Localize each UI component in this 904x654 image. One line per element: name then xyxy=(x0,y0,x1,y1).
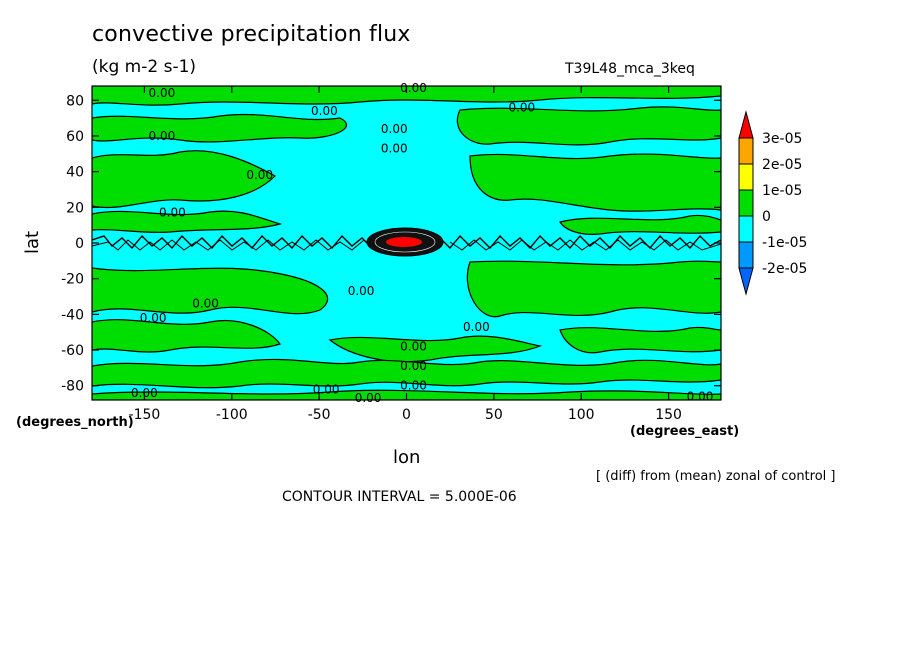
x-tick-label: 0 xyxy=(402,407,411,423)
difference-note: [ (diff) from (mean) zonal of control ] xyxy=(596,469,836,484)
contour-labels: 0.00 0.00 0.00 0.00 0.00 0.00 0.00 0.00 0.00 0.00… xyxy=(131,81,713,405)
contour-label: 0.00 xyxy=(140,311,167,325)
north-band-60 xyxy=(92,113,348,143)
contour-label: 0.00 xyxy=(400,359,427,373)
legend-swatch xyxy=(738,189,754,217)
y-tick-label: -80 xyxy=(61,379,84,395)
legend-label: 2e-05 xyxy=(762,157,802,173)
north-band-60-east xyxy=(456,106,721,146)
contour-label: 0.00 xyxy=(400,379,427,393)
contour-label: 0.00 xyxy=(311,104,338,118)
x-tick-label: -50 xyxy=(308,407,331,423)
positive-regions xyxy=(92,86,721,400)
x-axis-label: lon xyxy=(393,447,421,468)
legend-label: -2e-05 xyxy=(762,261,807,277)
legend-label: 0 xyxy=(762,209,771,225)
x-tick-label: 100 xyxy=(568,407,595,423)
chart-title: convective precipitation flux xyxy=(92,22,411,47)
contour-label: 0.00 xyxy=(508,100,535,114)
contour-label: 0.00 xyxy=(400,81,427,95)
x-tick-label: 150 xyxy=(655,407,682,423)
legend-label: 3e-05 xyxy=(762,131,802,147)
legend-label: 1e-05 xyxy=(762,183,802,199)
north-subtropic-east xyxy=(559,214,721,235)
x-tick-label: -100 xyxy=(216,407,248,423)
equatorial-contour-band-2 xyxy=(92,239,721,251)
positive-core-contour xyxy=(374,231,436,253)
contour-label: 0.00 xyxy=(131,386,158,400)
south-tropic-west xyxy=(92,267,329,315)
legend-swatch xyxy=(738,267,754,296)
north-midlat-west xyxy=(92,150,276,209)
y-tick-label: -60 xyxy=(61,343,84,359)
x-axis: -150 -100 -50 0 50 100 150 xyxy=(129,86,682,423)
contour-label: 0.00 xyxy=(400,339,427,353)
y-tick-label: 40 xyxy=(66,165,84,181)
contour-label: 0.00 xyxy=(246,168,273,182)
contour-label: 0.00 xyxy=(159,206,186,220)
legend-swatch xyxy=(738,163,754,191)
contour-interval: CONTOUR INTERVAL = 5.000E-06 xyxy=(282,489,517,505)
chart-units: (kg m-2 s-1) xyxy=(92,57,197,77)
y-tick-label: 80 xyxy=(66,93,84,109)
contour-label: 0.00 xyxy=(463,320,490,334)
y-axis: -80 -60 -40 -20 0 20 40 60 80 xyxy=(61,93,721,395)
run-label: T39L48_mca_3keq xyxy=(565,61,695,77)
y-tick-label: -40 xyxy=(61,307,84,323)
north-polar-band xyxy=(92,86,721,106)
x-tick-label: -150 xyxy=(129,407,161,423)
contour-label: 0.00 xyxy=(348,284,375,298)
south-midlat-east xyxy=(559,326,721,354)
legend-swatch xyxy=(738,110,754,139)
y-tick-label: 60 xyxy=(66,129,84,145)
y-tick-label: 0 xyxy=(75,236,84,252)
south-midlat-west xyxy=(92,319,281,353)
y-tick-label: -20 xyxy=(61,272,84,288)
contour-label: 0.00 xyxy=(381,122,408,136)
legend-label: -1e-05 xyxy=(762,235,807,251)
south-tropic-east xyxy=(466,260,721,318)
contour-label: 0.00 xyxy=(313,382,340,396)
contour-label: 0.00 xyxy=(192,297,219,311)
y-tick-label: 20 xyxy=(66,200,84,216)
contour-label: 0.00 xyxy=(149,129,176,143)
contour-label: 0.00 xyxy=(355,391,382,405)
color-bar: 3e-05 2e-05 1e-05 0 -1e-05 -2e-05 xyxy=(738,110,807,296)
x-tick-label: 50 xyxy=(485,407,503,423)
legend-swatch xyxy=(738,215,754,243)
plot-area xyxy=(92,86,721,400)
north-subtropic-west xyxy=(92,210,283,233)
positive-core-peak xyxy=(386,237,422,247)
x-axis-units: (degrees_east) xyxy=(630,424,740,439)
legend-swatch xyxy=(738,137,754,165)
equatorial-contour-band xyxy=(92,234,721,250)
north-midlat-east xyxy=(469,153,721,212)
y-axis-units: (degrees_north) xyxy=(16,415,134,430)
y-axis-label: lat xyxy=(22,230,43,254)
contour-label: 0.00 xyxy=(687,389,714,403)
contour-label: 0.00 xyxy=(149,86,176,100)
legend-swatch xyxy=(738,241,754,269)
contour-label: 0.00 xyxy=(381,141,408,155)
